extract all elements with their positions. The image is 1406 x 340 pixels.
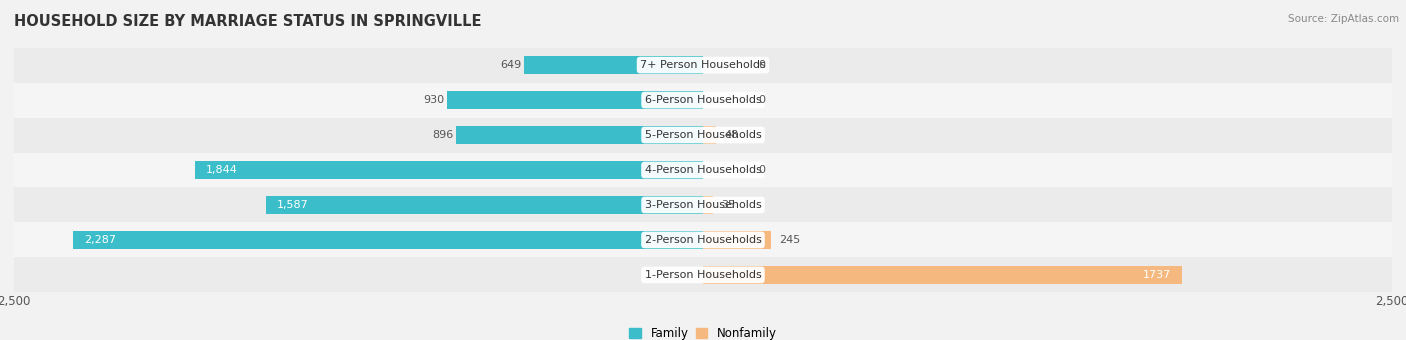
Bar — [14, 222, 1392, 257]
Bar — [703, 196, 713, 214]
Text: 7+ Person Households: 7+ Person Households — [640, 60, 766, 70]
Text: 0: 0 — [758, 95, 765, 105]
Text: Source: ZipAtlas.com: Source: ZipAtlas.com — [1288, 14, 1399, 23]
Bar — [703, 126, 716, 144]
Text: 896: 896 — [433, 130, 454, 140]
Bar — [14, 48, 1392, 83]
Bar — [447, 91, 703, 109]
Text: 0: 0 — [758, 165, 765, 175]
Text: 245: 245 — [779, 235, 800, 245]
Text: 1737: 1737 — [1143, 270, 1171, 280]
Text: 1,587: 1,587 — [277, 200, 308, 210]
Text: 5-Person Households: 5-Person Households — [644, 130, 762, 140]
Text: 6-Person Households: 6-Person Households — [644, 95, 762, 105]
Bar — [14, 83, 1392, 118]
Text: 48: 48 — [724, 130, 738, 140]
Bar — [14, 118, 1392, 153]
Text: 3-Person Households: 3-Person Households — [644, 200, 762, 210]
Text: 649: 649 — [501, 60, 522, 70]
Text: HOUSEHOLD SIZE BY MARRIAGE STATUS IN SPRINGVILLE: HOUSEHOLD SIZE BY MARRIAGE STATUS IN SPR… — [14, 14, 482, 29]
Text: 2,287: 2,287 — [84, 235, 115, 245]
Text: 2-Person Households: 2-Person Households — [644, 235, 762, 245]
Bar — [456, 126, 703, 144]
Text: 35: 35 — [721, 200, 735, 210]
Bar — [266, 196, 703, 214]
Bar — [195, 161, 703, 179]
Text: 930: 930 — [423, 95, 444, 105]
Bar — [73, 231, 703, 249]
Text: 0: 0 — [758, 60, 765, 70]
Bar — [703, 231, 770, 249]
Text: 1-Person Households: 1-Person Households — [644, 270, 762, 280]
Text: 4-Person Households: 4-Person Households — [644, 165, 762, 175]
Legend: Family, Nonfamily: Family, Nonfamily — [630, 327, 776, 340]
Bar — [14, 187, 1392, 222]
Bar — [703, 266, 1181, 284]
Bar — [14, 153, 1392, 187]
Text: 1,844: 1,844 — [205, 165, 238, 175]
Bar — [14, 257, 1392, 292]
Bar — [524, 56, 703, 74]
